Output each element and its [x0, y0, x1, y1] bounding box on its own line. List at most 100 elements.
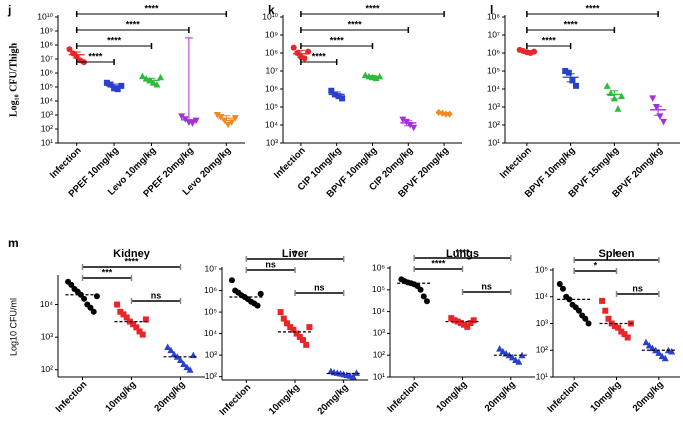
- data-point: [652, 104, 660, 111]
- data-point: [103, 79, 110, 86]
- y-tick-label: 10⁶: [487, 47, 500, 57]
- data-point: [508, 353, 516, 361]
- significance-label: ****: [564, 19, 579, 29]
- data-point: [328, 87, 335, 94]
- y-tick-label: 10³: [205, 349, 217, 359]
- data-point: [280, 315, 287, 322]
- chart-title: Kidney: [113, 248, 151, 260]
- y-tick-label: 10¹: [488, 137, 500, 147]
- data-point: [136, 328, 143, 335]
- data-point: [186, 366, 194, 373]
- data-point: [305, 48, 312, 55]
- data-point: [615, 324, 622, 331]
- data-point: [290, 44, 297, 51]
- data-point: [123, 314, 130, 321]
- x-tick-label: 10mg/kg: [588, 379, 623, 414]
- data-point: [81, 295, 88, 302]
- y-tick-label: 10⁴: [265, 119, 278, 129]
- data-point: [178, 113, 186, 120]
- y-tick-label: 10⁵: [204, 306, 217, 316]
- y-tick-label: 10²: [205, 371, 217, 381]
- significance-label: *: [615, 249, 619, 259]
- data-point: [624, 334, 631, 341]
- y-axis-label: Log10 CFU/ml: [8, 298, 18, 356]
- significance-label: ****: [107, 35, 122, 45]
- data-point: [192, 117, 200, 125]
- y-tick-label: 10²: [488, 119, 500, 129]
- data-point: [451, 317, 458, 324]
- data-point: [93, 293, 100, 300]
- data-point: [352, 369, 360, 376]
- data-point: [130, 321, 137, 328]
- data-point: [618, 92, 626, 100]
- y-tick-label: 10³: [266, 137, 278, 147]
- data-point: [139, 331, 146, 338]
- data-point: [177, 356, 184, 363]
- data-point: [602, 307, 609, 314]
- data-point: [153, 81, 161, 88]
- data-point: [417, 286, 424, 293]
- data-point: [448, 315, 455, 322]
- y-tick-label: 10⁵: [535, 264, 548, 274]
- panel-label: k: [268, 3, 275, 17]
- data-point: [660, 118, 668, 126]
- y-tick-label: 10¹: [373, 371, 385, 381]
- y-tick-label: 10⁵: [372, 284, 385, 294]
- y-tick-label: 10⁴: [40, 95, 53, 105]
- significance-label: ****: [330, 35, 345, 45]
- data-point: [496, 345, 504, 352]
- data-point: [410, 124, 418, 132]
- data-point: [296, 333, 303, 340]
- y-tick-label: 10⁶: [204, 285, 217, 295]
- x-tick-label: Infection: [48, 145, 84, 181]
- data-point: [180, 360, 188, 368]
- significance-label: ***: [102, 267, 113, 277]
- y-tick-label: 10⁵: [40, 81, 53, 91]
- significance-label: *: [594, 260, 598, 270]
- data-point: [306, 324, 313, 331]
- data-point: [420, 293, 427, 300]
- y-tick-label: 10⁹: [40, 25, 53, 35]
- y-tick-label: 10³: [41, 109, 53, 119]
- data-point: [562, 68, 569, 74]
- data-point: [575, 307, 582, 314]
- y-tick-label: 10⁹: [265, 29, 278, 39]
- data-point: [164, 343, 172, 350]
- data-point: [257, 290, 264, 297]
- data-point: [339, 95, 346, 102]
- data-point: [457, 319, 464, 326]
- data-point: [66, 46, 73, 53]
- y-tick-label: 10⁵: [487, 65, 500, 75]
- data-point: [213, 112, 221, 119]
- y-tick-label: 10⁸: [487, 11, 500, 21]
- data-point: [114, 86, 121, 93]
- y-tick-label: 10⁶: [372, 262, 385, 272]
- x-tick-label: 20mg/kg: [483, 379, 518, 414]
- y-tick-label: 10⁴: [204, 328, 217, 338]
- data-point: [87, 304, 94, 311]
- chart-title: Spleen: [598, 248, 634, 260]
- y-tick-label: 10¹⁰: [262, 11, 278, 21]
- x-tick-label: 20mg/kg: [152, 379, 187, 414]
- data-point: [661, 354, 669, 362]
- x-tick-label: 20mg/kg: [316, 382, 351, 417]
- data-point: [231, 115, 239, 122]
- y-tick-label: 10³: [536, 318, 548, 328]
- significance-label: ****: [542, 35, 557, 45]
- x-tick-label: Infection: [54, 379, 90, 415]
- data-point: [254, 302, 261, 309]
- significance-label: ****: [312, 51, 327, 61]
- significance-label: ns: [481, 281, 492, 291]
- x-tick-label: Infection: [545, 379, 581, 415]
- data-point: [301, 55, 308, 62]
- y-tick-label: 10⁴: [535, 291, 548, 301]
- significance-label: *: [293, 248, 297, 258]
- significance-label: ****: [126, 19, 141, 29]
- data-point: [569, 77, 576, 84]
- data-point: [467, 319, 474, 326]
- data-point: [173, 353, 181, 360]
- data-point: [518, 351, 526, 359]
- y-tick-label: 10⁸: [265, 47, 278, 57]
- data-point: [189, 120, 196, 127]
- panel-label: j: [7, 3, 11, 17]
